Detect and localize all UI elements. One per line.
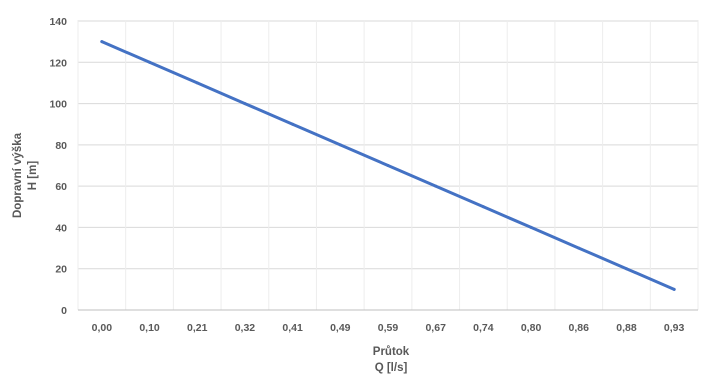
- x-tick-label: 0,10: [139, 322, 160, 334]
- data-point: [529, 225, 533, 229]
- data-point: [338, 143, 342, 147]
- x-tick-label: 0,00: [92, 322, 113, 334]
- data-point: [577, 246, 581, 250]
- data-point: [386, 164, 390, 167]
- x-tick-label: 0,93: [664, 322, 685, 334]
- y-axis-tick-labels: 0 20 40 60 80 100 120 140: [49, 16, 67, 317]
- x-tick-label: 0,80: [521, 322, 542, 334]
- data-point: [672, 287, 676, 291]
- data-point: [434, 184, 438, 188]
- x-axis-title-line-2: Q [l/s]: [375, 362, 408, 374]
- x-tick-label: 0,49: [330, 322, 351, 334]
- series-layer: [100, 40, 676, 291]
- y-tick-label: 20: [55, 264, 67, 276]
- x-tick-label: 0,41: [282, 322, 303, 334]
- x-tick-label: 0,88: [616, 322, 637, 334]
- vertical-gridlines: [77, 20, 699, 310]
- y-tick-label: 60: [55, 181, 67, 193]
- x-tick-label: 0,67: [425, 322, 446, 334]
- data-point: [291, 122, 295, 126]
- x-tick-label: 0,74: [473, 322, 494, 334]
- x-tick-label: 0,21: [187, 322, 208, 334]
- horizontal-gridlines: [78, 20, 698, 270]
- y-tick-label: 140: [49, 16, 67, 28]
- data-point: [195, 81, 199, 85]
- y-tick-label: 40: [55, 222, 67, 234]
- x-tick-label: 0,32: [235, 322, 256, 334]
- y-tick-label: 0: [61, 305, 67, 317]
- data-point: [148, 60, 152, 64]
- data-point: [243, 102, 247, 106]
- x-tick-label: 0,86: [569, 322, 590, 334]
- x-axis-tick-labels: 0,00 0,10 0,21 0,32 0,41 0,49 0,59 0,67 0,74 0,80…: [92, 322, 685, 334]
- y-tick-label: 120: [49, 57, 67, 69]
- y-axis-title-line-2: H [m]: [27, 161, 39, 191]
- y-tick-label: 80: [55, 140, 67, 152]
- data-point: [481, 205, 485, 209]
- y-axis-title-line-1: Dopravní výška: [12, 132, 24, 218]
- x-tick-label: 0,59: [378, 322, 399, 334]
- y-tick-label: 100: [49, 99, 67, 111]
- data-point: [100, 40, 104, 44]
- x-axis-title-line-1: Průtok: [373, 346, 410, 358]
- data-point: [624, 267, 628, 271]
